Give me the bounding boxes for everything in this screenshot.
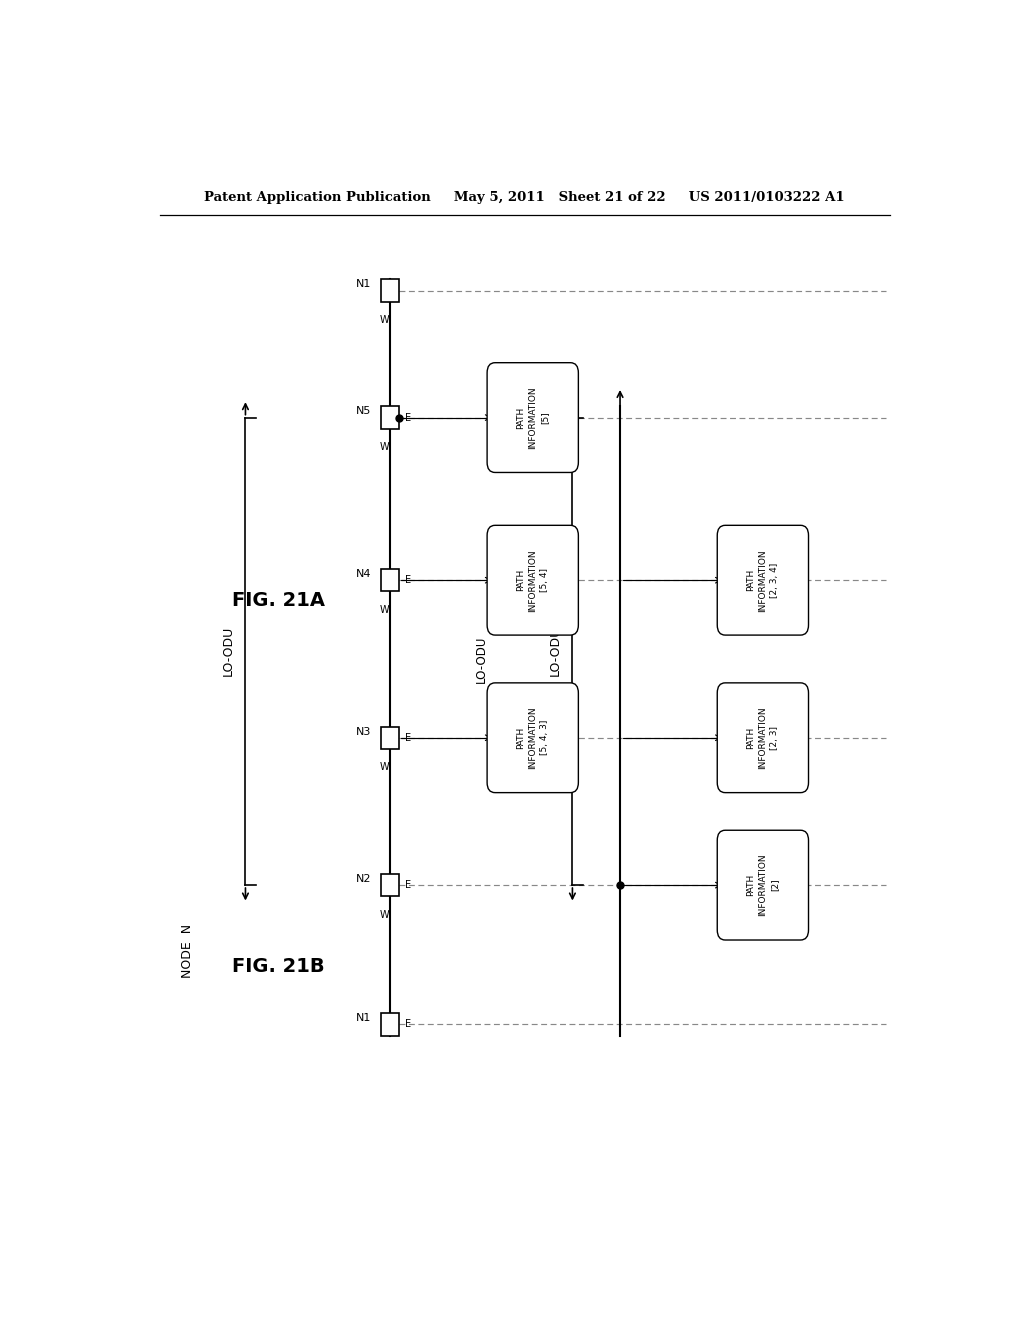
FancyBboxPatch shape [717, 525, 809, 635]
Text: Patent Application Publication     May 5, 2011   Sheet 21 of 22     US 2011/0103: Patent Application Publication May 5, 20… [205, 190, 845, 203]
Text: W: W [380, 762, 389, 772]
FancyBboxPatch shape [487, 525, 579, 635]
FancyBboxPatch shape [717, 682, 809, 792]
FancyBboxPatch shape [487, 363, 579, 473]
Bar [381, 407, 398, 429]
Text: E: E [404, 1019, 411, 1030]
Text: E: E [404, 576, 411, 585]
Text: N1: N1 [356, 280, 372, 289]
Bar [381, 874, 398, 896]
Text: LO-ODU: LO-ODU [475, 635, 487, 682]
Text: PATH
INFORMATION
[2]: PATH INFORMATION [2] [746, 854, 779, 916]
Text: E: E [404, 880, 411, 890]
Text: W: W [380, 442, 389, 451]
Text: PATH
INFORMATION
[5]: PATH INFORMATION [5] [516, 387, 549, 449]
Bar [381, 1014, 398, 1036]
Text: PATH
INFORMATION
[5, 4]: PATH INFORMATION [5, 4] [516, 549, 549, 611]
Bar [381, 569, 398, 591]
Text: E: E [404, 413, 411, 422]
Text: N4: N4 [356, 569, 372, 579]
Text: LO-ODU: LO-ODU [549, 626, 561, 676]
Text: N3: N3 [356, 726, 372, 737]
Text: PATH
INFORMATION
[5, 4, 3]: PATH INFORMATION [5, 4, 3] [516, 706, 549, 770]
Text: LO-ODU: LO-ODU [221, 626, 234, 676]
Text: W: W [380, 909, 389, 920]
Bar [381, 726, 398, 748]
Text: E: E [404, 733, 411, 743]
FancyBboxPatch shape [717, 830, 809, 940]
Text: N1: N1 [356, 1014, 372, 1023]
Text: PATH
INFORMATION
[2, 3]: PATH INFORMATION [2, 3] [746, 706, 779, 770]
Text: W: W [380, 315, 389, 325]
Text: N2: N2 [356, 874, 372, 884]
Text: W: W [380, 605, 389, 615]
Text: NODE  N: NODE N [181, 924, 194, 978]
Text: N5: N5 [356, 407, 372, 417]
Text: FIG. 21A: FIG. 21A [232, 591, 326, 610]
FancyBboxPatch shape [487, 682, 579, 792]
Bar [381, 280, 398, 302]
Text: FIG. 21B: FIG. 21B [232, 957, 325, 975]
Text: PATH
INFORMATION
[2, 3, 4]: PATH INFORMATION [2, 3, 4] [746, 549, 779, 611]
